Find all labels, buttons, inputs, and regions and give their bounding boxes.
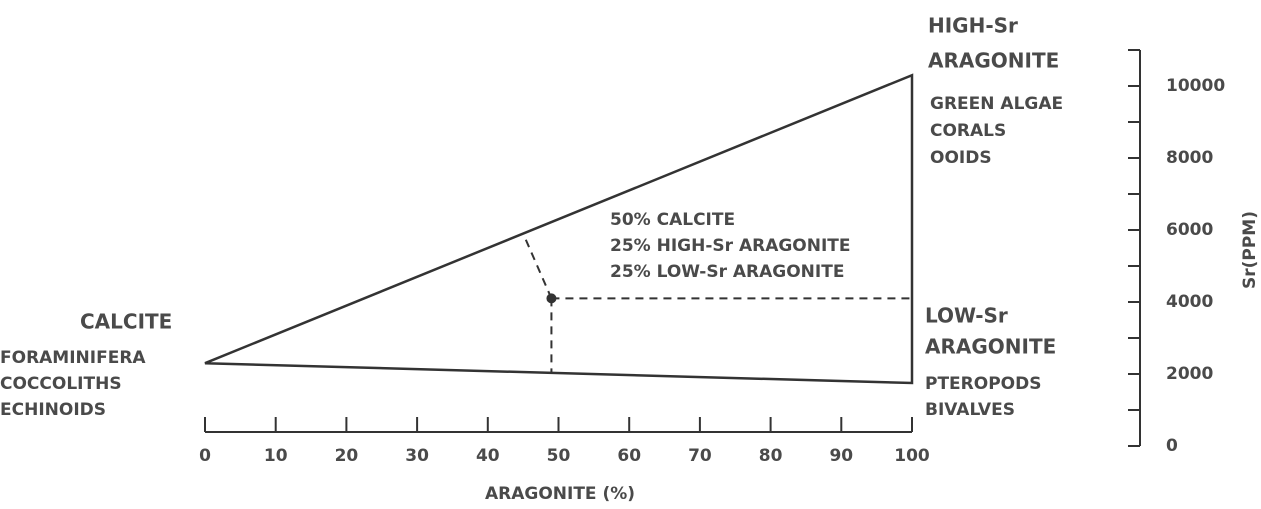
x-tick-label: 30: [405, 446, 429, 466]
vertex-member: COCCOLITHS: [0, 374, 122, 394]
x-tick-label: 100: [894, 446, 930, 466]
mixture-label: 25% HIGH-Sr ARAGONITE: [610, 236, 851, 256]
y-tick-label: 4000: [1166, 292, 1213, 312]
y-tick-label: 8000: [1166, 148, 1213, 168]
vertex-name: ARAGONITE: [925, 335, 1056, 359]
x-axis-label: ARAGONITE (%): [485, 484, 635, 504]
y-axis-label: Sr(PPM): [1240, 211, 1260, 289]
x-tick-label: 60: [617, 446, 641, 466]
x-tick-label: 40: [476, 446, 500, 466]
vertex-member: PTEROPODS: [925, 374, 1041, 394]
x-tick-label: 20: [335, 446, 359, 466]
y-tick-label: 0: [1166, 436, 1178, 456]
mixture-label: 25% LOW-Sr ARAGONITE: [610, 262, 844, 282]
vertex-member: BIVALVES: [925, 400, 1015, 420]
x-tick-label: 90: [829, 446, 853, 466]
mixture-label: 50% CALCITE: [610, 210, 735, 230]
vertex-name: ARAGONITE: [928, 49, 1059, 73]
mixture-point: [546, 293, 557, 304]
guide-line: [522, 233, 553, 299]
x-tick-label: 0: [199, 446, 211, 466]
vertex-member: CORALS: [930, 121, 1006, 141]
vertex-name: HIGH-Sr: [928, 14, 1018, 38]
x-tick-label: 80: [759, 446, 783, 466]
x-tick-label: 50: [547, 446, 571, 466]
mixing-triangle: [204, 73, 914, 385]
vertex-member: OOIDS: [930, 148, 992, 168]
vertex-member: ECHINOIDS: [0, 400, 106, 420]
x-tick-label: 70: [688, 446, 712, 466]
vertex-member: FORAMINIFERA: [0, 348, 146, 368]
vertex-name: CALCITE: [80, 310, 172, 334]
vertex-name: LOW-Sr: [925, 304, 1008, 328]
vertex-member: GREEN ALGAE: [930, 94, 1063, 114]
y-tick-label: 10000: [1166, 76, 1225, 96]
y-tick-label: 6000: [1166, 220, 1213, 240]
x-tick-label: 10: [264, 446, 288, 466]
y-tick-label: 2000: [1166, 364, 1213, 384]
